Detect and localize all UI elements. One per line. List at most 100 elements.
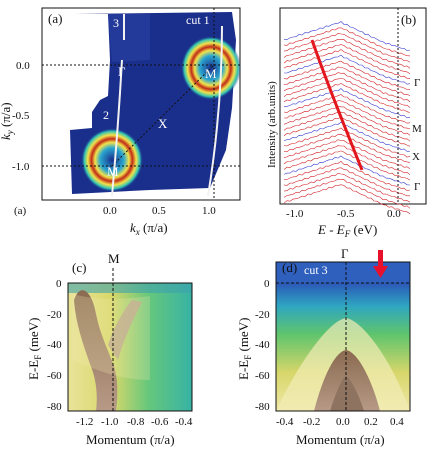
panel-c-cut-label: cut 2 — [152, 263, 176, 277]
panel-a-below-label: (a) — [14, 205, 27, 217]
panel-c-xticks: -1.2 -1.0 -0.8 -0.6 -0.4 — [76, 416, 193, 428]
edc-curve — [283, 44, 411, 75]
edc-curve — [283, 150, 411, 181]
panel-d-frame — [275, 261, 411, 412]
edc-curve — [283, 21, 411, 51]
edc-curve — [283, 111, 411, 142]
edc-curve — [283, 72, 411, 103]
xtick: 0.4 — [390, 416, 404, 428]
panel-c-yticks: 0 -20 -40 -60 -80 — [47, 278, 62, 413]
panel-a-ylabel: ky (π/a) — [0, 102, 15, 140]
m-pocket-ring-lower — [81, 128, 143, 192]
panel-c-top-band — [68, 283, 192, 293]
cut-line-1 — [207, 25, 223, 197]
xtick: 0.0 — [103, 205, 117, 217]
panel-c-label: (c) — [72, 260, 86, 275]
m-pocket-ring-upper — [181, 36, 241, 100]
panel-d-xlabel: Momentum (π/a) — [296, 432, 385, 447]
edc-curve — [283, 121, 411, 152]
xtick: 0.2 — [364, 416, 378, 428]
ytick: -0.5 — [12, 110, 30, 122]
edc-peak-trace — [310, 39, 364, 171]
edc-curve — [283, 32, 411, 63]
panel-b-label: (b) — [401, 12, 416, 27]
panel-a: (a) 3 2 cut 1 Γ M X M 0.0 -0.5 -1.0 0.0 … — [0, 7, 241, 237]
panel-b-frame — [279, 7, 427, 205]
cut-3-label: 3 — [113, 16, 119, 30]
panel-d-cut-label: cut 3 — [304, 263, 328, 277]
edc-curve — [283, 133, 411, 163]
cut-2-label: 2 — [103, 108, 109, 122]
b-side-x: X — [412, 151, 420, 163]
panel-b-xticks: -1.0 -0.5 0.0 — [286, 208, 401, 220]
xtick: 0.5 — [152, 205, 166, 217]
panel-d-ylabel: E-EF (meV) — [236, 318, 253, 380]
xtick: 0.0 — [336, 416, 350, 428]
panel-a-label: (a) — [48, 11, 62, 26]
edc-curve — [283, 94, 411, 124]
edc-curve — [283, 167, 410, 197]
edc-curve — [283, 139, 411, 169]
dispersion-band-c-right — [108, 300, 142, 360]
panel-d-xticks: -0.4 -0.2 0.0 0.2 0.4 — [276, 416, 404, 428]
b-side-m: M — [412, 123, 422, 135]
panel-a-xticks: 0.0 0.5 1.0 — [103, 205, 216, 217]
xtick: -0.8 — [127, 416, 145, 428]
ytick: -40 — [47, 339, 62, 351]
edc-curve — [283, 105, 411, 136]
ytick: -60 — [47, 370, 62, 382]
xtick: -0.2 — [303, 416, 320, 428]
panel-d-yticks: 0 -20 -40 -60 -80 — [255, 278, 270, 413]
panel-b: (b) Γ M X Γ -1.0 -0.5 0.0 E - EF (eV) In… — [266, 7, 427, 239]
edc-curve — [283, 116, 411, 147]
dispersion-band-c — [74, 290, 118, 411]
cut-1-label: cut 1 — [186, 13, 210, 27]
edc-curve — [283, 27, 411, 57]
dispersion-glow-c — [72, 294, 150, 380]
ytick: 0 — [264, 278, 270, 290]
ytick: -40 — [255, 339, 270, 351]
xtick: 0.0 — [387, 208, 401, 220]
panel-a-yticks: 0.0 -0.5 -1.0 — [12, 60, 30, 173]
edc-curve — [283, 88, 411, 119]
edc-curve — [283, 172, 411, 203]
xtick: -0.4 — [175, 416, 193, 428]
edc-curve — [283, 66, 411, 96]
b-side-gamma-top: Γ — [414, 77, 420, 89]
xtick: -0.4 — [276, 416, 294, 428]
gamma-point-label: Γ — [118, 64, 126, 79]
edc-curve — [283, 178, 411, 209]
edc-curve — [283, 82, 411, 113]
edc-curve — [283, 184, 411, 215]
panel-a-xlabel: kx (π/a) — [130, 220, 168, 237]
panel-c-top-label: M — [108, 251, 120, 266]
panel-d: (d) cut 3 Γ 0 -20 -40 -60 -80 -0.4 -0.2 … — [236, 246, 411, 447]
edc-curve — [283, 145, 411, 176]
edc-curve — [283, 38, 411, 69]
x-point-label: X — [158, 116, 168, 131]
panel-d-label: (d) — [282, 260, 297, 275]
xtick: 1.0 — [202, 205, 216, 217]
panel-b-xlabel: E - EF (eV) — [317, 222, 377, 239]
ytick: -60 — [255, 370, 270, 382]
edc-curve — [284, 54, 411, 85]
xtick: -1.2 — [76, 416, 93, 428]
panel-b-ylabel: Intensity (arb.units) — [266, 81, 278, 168]
ytick: -20 — [47, 309, 62, 321]
xtick: -0.6 — [151, 416, 169, 428]
m-point-upper-label: M — [205, 66, 217, 81]
edc-curve — [283, 100, 411, 130]
panel-d-top-label: Γ — [341, 246, 349, 261]
ytick: -1.0 — [12, 161, 30, 173]
edc-curve — [283, 60, 411, 90]
ytick: -80 — [47, 401, 62, 413]
b-side-gamma-bottom: Γ — [414, 181, 420, 193]
ytick: -20 — [255, 309, 270, 321]
edc-curve — [283, 49, 411, 79]
edc-curve — [283, 161, 411, 191]
edc-curve — [283, 78, 411, 108]
cut-line-2 — [111, 59, 123, 197]
xtick: -0.5 — [337, 208, 355, 220]
ytick: -80 — [255, 401, 270, 413]
